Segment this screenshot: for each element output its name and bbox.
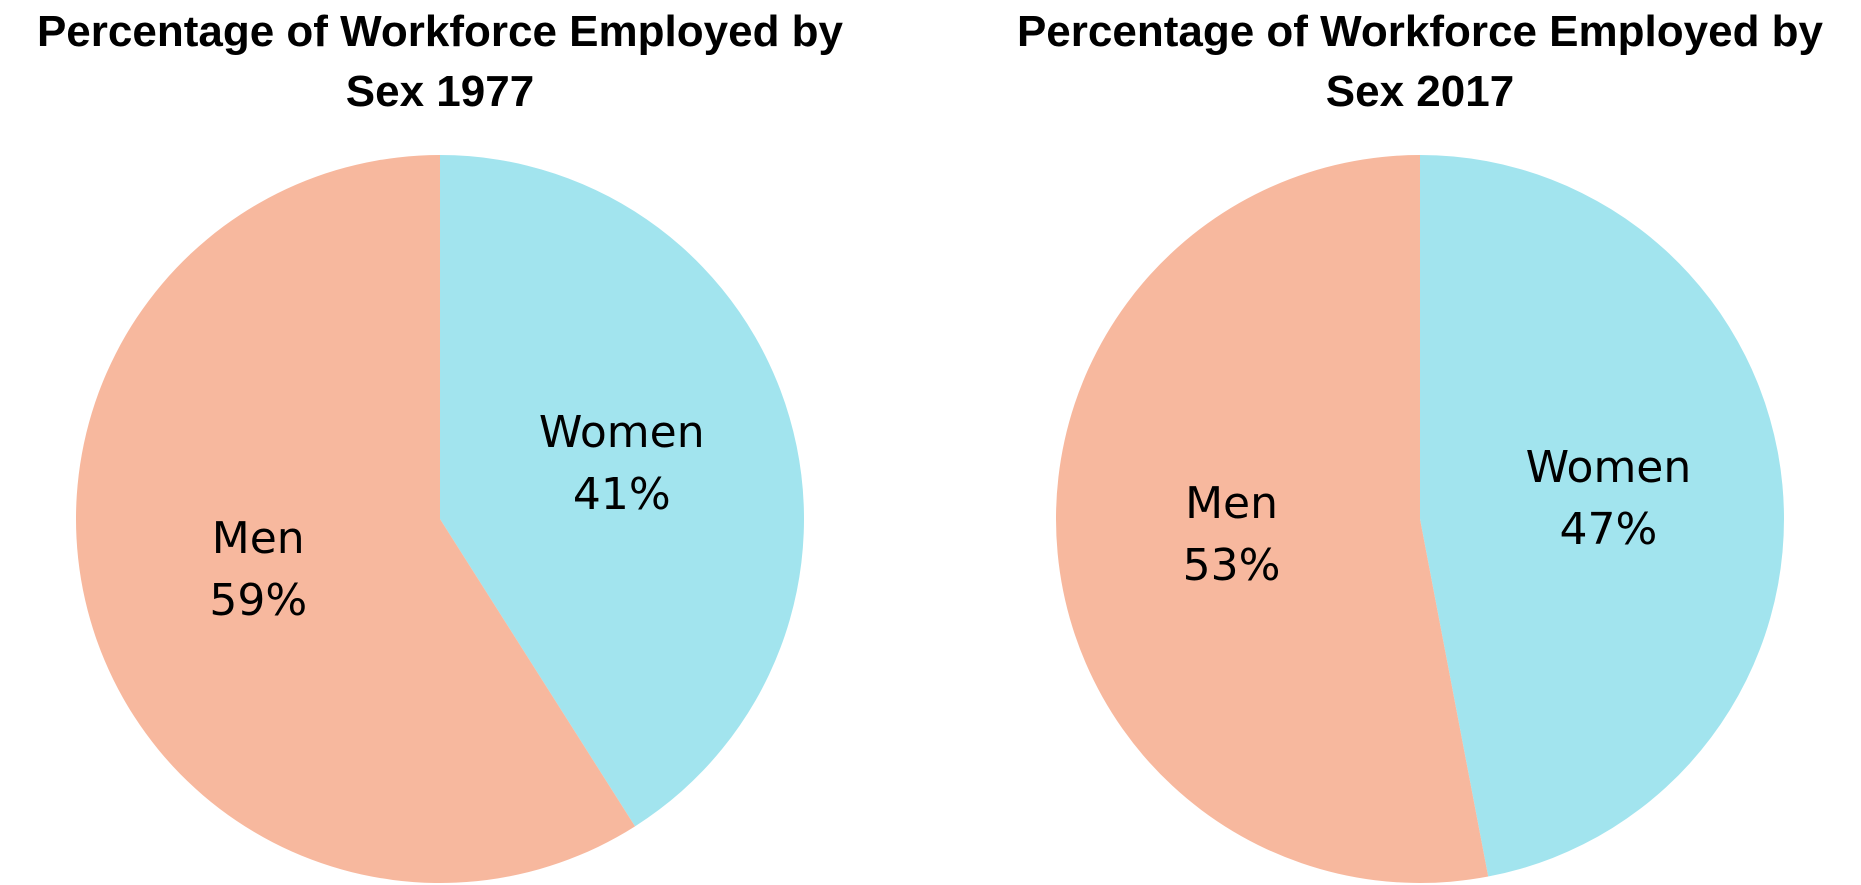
chart-title: Percentage of Workforce Employed by Sex … [36, 7, 844, 116]
slice-label: Men [1185, 478, 1278, 529]
value-label: 53% [1183, 540, 1281, 591]
pie-slice [1420, 155, 1785, 877]
value-label: 59% [209, 575, 307, 626]
pie-slice [440, 155, 805, 827]
slice-label: Women [1526, 442, 1692, 493]
value-label: 47% [1560, 504, 1658, 555]
slice-label: Men [212, 513, 305, 564]
pie-slice [1056, 155, 1489, 883]
chart-title: Percentage of Workforce Employed by Sex … [1016, 7, 1824, 116]
slice-label: Women [539, 407, 705, 458]
pie-slice [76, 155, 636, 883]
value-label: 41% [573, 469, 671, 520]
